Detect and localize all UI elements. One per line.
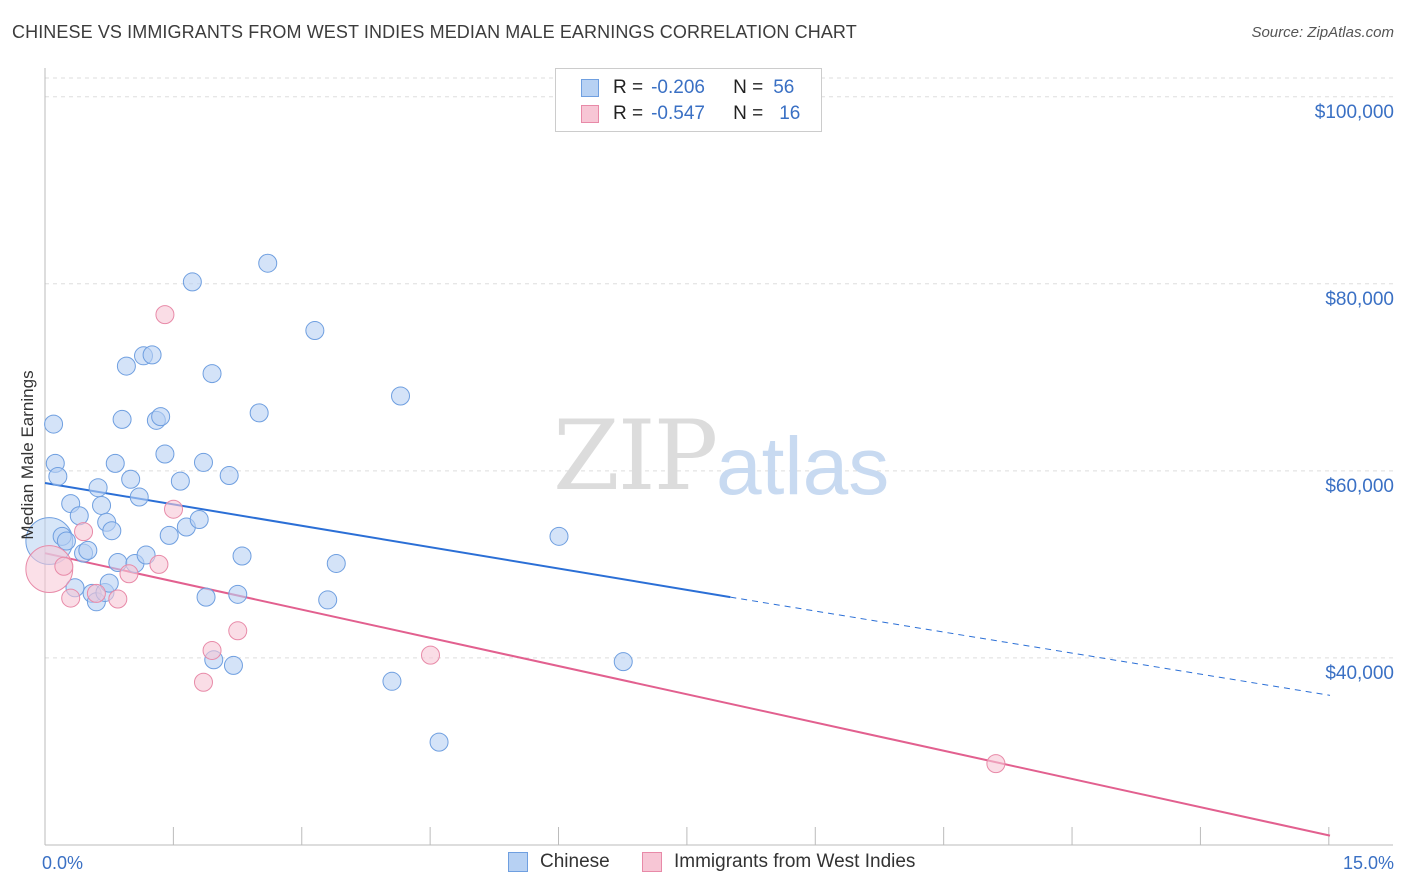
- point-chinese: [258, 253, 278, 273]
- legend-swatch-west-indies: [581, 105, 599, 123]
- point-chinese: [151, 407, 171, 427]
- point-chinese: [44, 414, 64, 434]
- legend-r-value: -0.547: [651, 103, 705, 124]
- point-chinese: [193, 452, 213, 472]
- stats-legend: R = -0.206 N = 56 R = -0.547 N = 16: [555, 68, 822, 132]
- point-chinese: [189, 509, 209, 529]
- point-chinese: [613, 652, 633, 672]
- point-chinese: [92, 495, 112, 515]
- y-tick-label: $100,000: [1314, 101, 1394, 123]
- legend-r-label: R =: [613, 77, 644, 98]
- point-west-indies: [149, 554, 169, 574]
- point-chinese: [196, 587, 216, 607]
- point-west-indies: [74, 522, 94, 542]
- point-chinese: [136, 545, 156, 565]
- point-chinese: [382, 671, 402, 691]
- y-tick-label: $80,000: [1325, 288, 1394, 310]
- point-west-indies: [228, 621, 248, 641]
- point-west-indies: [202, 640, 222, 660]
- legend-n-label: N =: [733, 77, 764, 98]
- legend-row-chinese: R = -0.206 N = 56: [581, 77, 794, 99]
- y-tick-label: $40,000: [1325, 662, 1394, 684]
- legend-n-value: 56: [773, 77, 795, 98]
- point-chinese: [112, 409, 132, 429]
- legend-row-west-indies: R = -0.547 N = 16: [581, 103, 800, 125]
- point-chinese: [116, 356, 136, 376]
- point-chinese: [223, 655, 243, 675]
- bottom-legend-swatch-west-indies: [642, 852, 662, 872]
- point-chinese: [48, 466, 68, 486]
- point-west-indies: [164, 499, 183, 519]
- source-label: Source: ZipAtlas.com: [1251, 24, 1394, 41]
- point-chinese: [249, 403, 269, 423]
- point-chinese: [305, 321, 325, 341]
- gridlines: [45, 77, 1393, 659]
- point-west-indies: [54, 556, 74, 576]
- legend-n-label: N =: [733, 103, 764, 124]
- legend-r-value: -0.206: [651, 77, 705, 98]
- axes: [44, 68, 1393, 846]
- legend-n-value: 16: [779, 103, 801, 124]
- point-chinese: [159, 525, 179, 545]
- bottom-legend-label-west-indies: Immigrants from West Indies: [674, 851, 916, 872]
- point-chinese: [232, 546, 252, 566]
- point-chinese: [78, 540, 98, 560]
- bottom-legend-chinese: Chinese: [508, 851, 610, 873]
- point-chinese: [69, 506, 89, 526]
- point-chinese: [99, 573, 119, 593]
- point-chinese: [88, 478, 108, 498]
- point-chinese: [142, 345, 162, 365]
- point-chinese: [121, 469, 141, 489]
- chart-title: CHINESE VS IMMIGRANTS FROM WEST INDIES M…: [12, 22, 857, 42]
- point-chinese: [549, 526, 569, 546]
- point-west-indies: [119, 564, 139, 584]
- point-chinese: [219, 466, 239, 486]
- point-chinese: [228, 584, 248, 604]
- point-chinese: [182, 272, 202, 292]
- x-tick-label-max: 15.0%: [1342, 853, 1394, 873]
- point-chinese: [56, 531, 76, 551]
- point-chinese: [202, 364, 222, 384]
- legend-swatch-chinese: [581, 79, 599, 97]
- trend-line-west-indies: [44, 552, 1331, 837]
- point-west-indies: [193, 672, 213, 692]
- trend-line-chinese: [44, 482, 731, 599]
- data-points: [25, 253, 1006, 774]
- trend-line-chinese-extension: [730, 596, 1331, 696]
- point-west-indies: [155, 305, 175, 325]
- point-chinese: [318, 590, 338, 610]
- point-chinese: [170, 471, 190, 491]
- watermark-zip: ZIP: [553, 400, 718, 512]
- y-axis-label: Median Male Earnings: [18, 370, 37, 540]
- bottom-legend-swatch-chinese: [508, 852, 528, 872]
- trend-lines: [44, 482, 1331, 837]
- x-tick-label-min: 0.0%: [42, 853, 84, 873]
- point-west-indies: [108, 589, 128, 609]
- point-chinese: [105, 453, 125, 473]
- point-west-indies: [86, 583, 106, 603]
- point-west-indies: [986, 754, 1006, 774]
- point-chinese: [102, 521, 122, 541]
- y-tick-label: $60,000: [1325, 475, 1394, 497]
- bottom-legend-west-indies: Immigrants from West Indies: [642, 851, 915, 873]
- point-west-indies: [421, 645, 440, 665]
- watermark-atlas: atlas: [716, 421, 890, 512]
- bottom-legend-label-chinese: Chinese: [540, 851, 610, 872]
- legend-r-label: R =: [613, 103, 644, 124]
- point-chinese: [429, 732, 449, 752]
- point-chinese: [326, 553, 346, 573]
- point-west-indies: [61, 588, 81, 608]
- point-chinese: [129, 487, 149, 507]
- point-chinese: [391, 386, 411, 406]
- point-chinese: [155, 444, 175, 464]
